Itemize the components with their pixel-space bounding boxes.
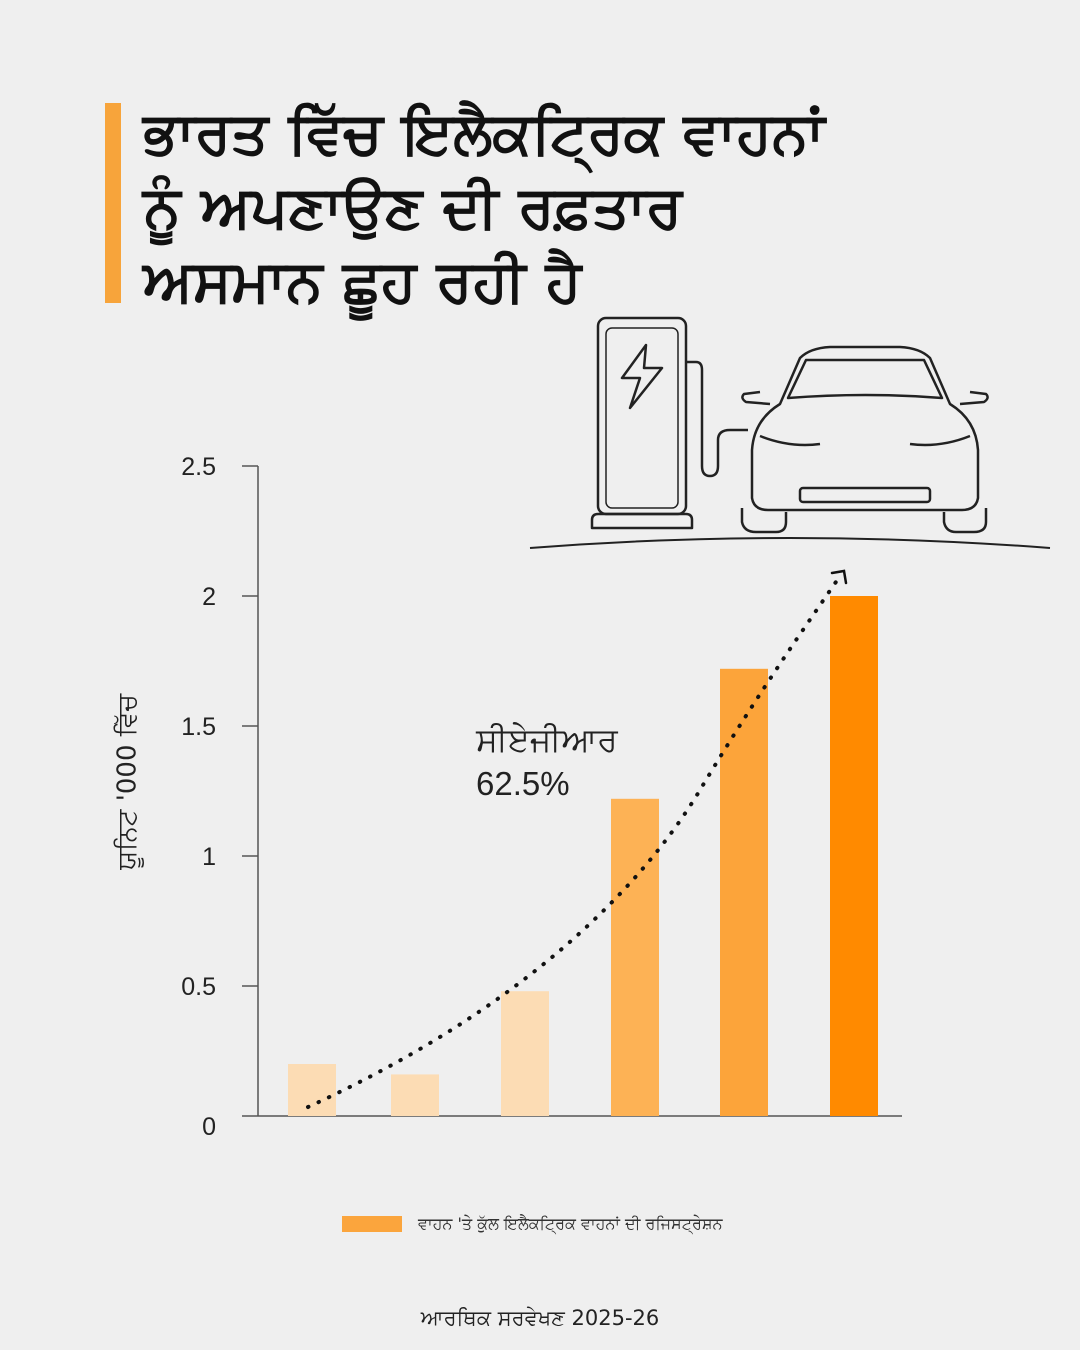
source-note: ਆਰਥਿਕ ਸਰਵੇਖਣ 2025-26 (420, 1306, 660, 1330)
electric-car-icon (740, 345, 989, 534)
y-tick-label: 2 (202, 583, 216, 611)
page-title: ਭਾਰਤ ਵਿੱਚ ਇਲੈਕਟ੍ਰਿਕ ਵਾਹਨਾਂ ਨੂੰ ਅਪਣਾਉਣ ਦੀ… (143, 99, 825, 315)
cagr-label: ਸੀਏਜੀਆਰ (476, 721, 618, 758)
legend-label: ਵਾਹਨ 'ਤੇ ਕੁੱਲ ਇਲੈਕਟ੍ਰਿਕ ਵਾਹਨਾਂ ਦੀ ਰਜਿਸਟ੍… (418, 1214, 723, 1233)
trend-line (306, 574, 842, 1109)
lightning-bolt-icon (620, 343, 664, 410)
y-axis-label: ਯੂਨਿਟ '000 ਵਿੱਚ (112, 694, 143, 870)
cagr-value: 62.5% (476, 765, 570, 802)
trend-arrow-icon (830, 569, 848, 585)
y-tick-label: 0 (202, 1113, 216, 1141)
y-tick-label: 1 (202, 843, 216, 871)
charging-station-icon (590, 316, 748, 530)
bar (288, 1064, 336, 1116)
legend-swatch (342, 1216, 402, 1232)
legend: ਵਾਹਨ 'ਤੇ ਕੁੱਲ ਇਲੈਕਟ੍ਰਿਕ ਵਾਹਨਾਂ ਦੀ ਰਜਿਸਟ੍… (342, 1214, 723, 1234)
bar (391, 1074, 439, 1116)
title-accent-bar (105, 103, 121, 303)
bar (720, 668, 768, 1116)
bar (830, 596, 878, 1116)
ground-line (529, 537, 1051, 549)
y-tick-label: 1.5 (181, 713, 216, 741)
y-tick-label: 0.5 (181, 973, 216, 1001)
bar (611, 798, 659, 1116)
cagr-annotation: ਸੀਏਜੀਆਰ 62.5% (476, 718, 618, 806)
bar (501, 991, 549, 1116)
y-tick-label: 2.5 (181, 453, 216, 481)
